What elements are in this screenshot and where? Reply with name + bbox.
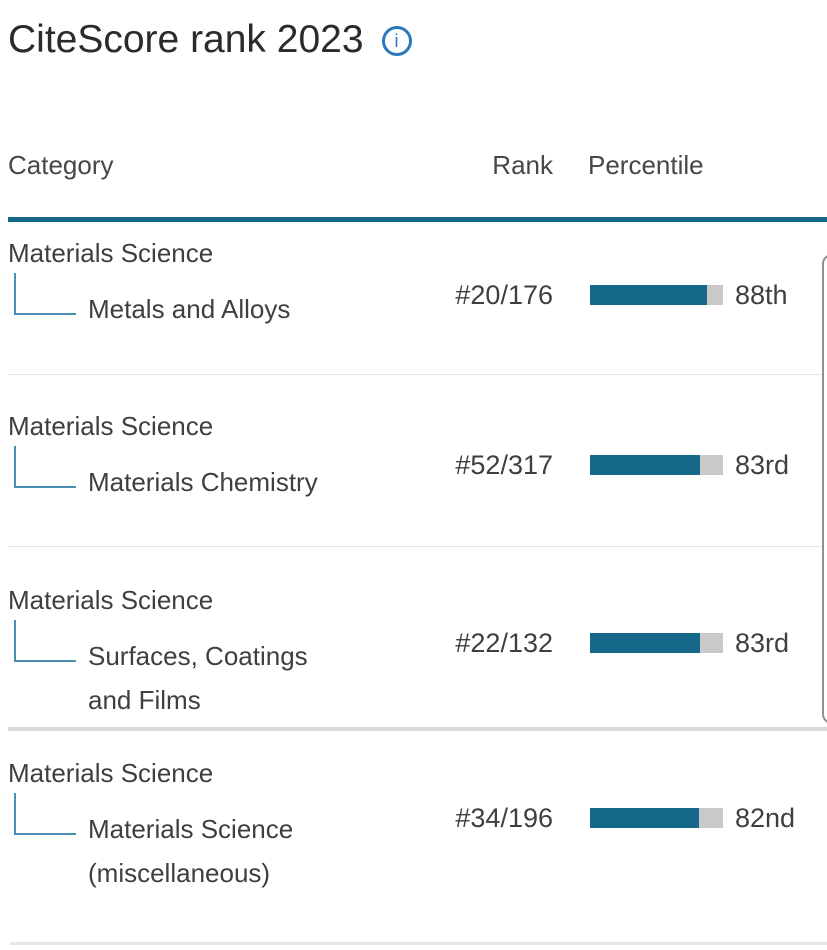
table-header: Category Rank Percentile	[8, 150, 827, 181]
parent-category-label: Materials Science	[8, 758, 214, 788]
rank-table-body: Materials Science Metals and Alloys #20/…	[8, 222, 827, 942]
metrics-cell: #34/196 82nd	[438, 803, 795, 833]
column-header-percentile: Percentile	[588, 150, 704, 180]
tree-connector-icon	[14, 793, 76, 835]
rank-value: #22/132	[455, 627, 553, 658]
subcategory-label: Materials Science (miscellaneous)	[88, 814, 294, 888]
tree-connector-icon	[14, 273, 76, 315]
info-icon[interactable]: i	[381, 26, 412, 56]
metrics-cell: #52/317 83rd	[438, 450, 789, 480]
offscreen-panel-edge	[822, 254, 827, 724]
percentile-bar-fill	[590, 633, 701, 653]
bottom-divider	[10, 942, 827, 945]
category-cell: Materials Science Materials Science (mis…	[8, 731, 438, 942]
table-row: Materials Science Materials Chemistry #5…	[8, 375, 827, 547]
percentile-bar-fill	[590, 455, 701, 475]
percentile-bar-fill	[590, 285, 708, 305]
table-row: Materials Science Surfaces, Coatings and…	[8, 547, 827, 731]
percentile-bar-track	[590, 808, 723, 828]
parent-category-label: Materials Science	[8, 238, 214, 268]
metrics-cell: #20/176 88th	[438, 279, 788, 310]
info-icon-glyph: i	[394, 31, 399, 51]
percentile-value: 88th	[735, 279, 788, 310]
category-cell: Materials Science Materials Chemistry	[8, 375, 438, 546]
page-title: CiteScore rank 2023	[8, 18, 364, 61]
subcategory-label: Surfaces, Coatings and Films	[88, 641, 308, 715]
percentile-bar-track	[590, 633, 723, 653]
tree-connector-icon	[14, 620, 76, 662]
percentile-bar-track	[590, 455, 723, 475]
tree-connector-icon	[14, 446, 76, 488]
rank-value: #20/176	[455, 279, 553, 310]
rank-value: #52/317	[455, 449, 553, 480]
column-header-rank: Rank	[492, 150, 553, 180]
section-title-row: CiteScore rank 2023 i	[8, 14, 827, 66]
parent-category-label: Materials Science	[8, 585, 214, 615]
parent-category-label: Materials Science	[8, 411, 214, 441]
category-cell: Materials Science Surfaces, Coatings and…	[8, 547, 438, 727]
percentile-value: 83rd	[735, 627, 790, 658]
percentile-bar-track	[590, 285, 723, 305]
header-accent-rule	[8, 217, 827, 222]
column-header-category: Category	[8, 150, 114, 180]
table-row: Materials Science Metals and Alloys #20/…	[8, 222, 827, 375]
percentile-value: 83rd	[735, 449, 790, 480]
category-cell: Materials Science Metals and Alloys	[8, 222, 438, 374]
subcategory-label: Metals and Alloys	[88, 294, 291, 324]
rank-value: #34/196	[455, 802, 553, 833]
metrics-cell: #22/132 83rd	[438, 628, 789, 658]
subcategory-label: Materials Chemistry	[88, 467, 318, 497]
table-row: Materials Science Materials Science (mis…	[8, 731, 827, 942]
percentile-value: 82nd	[735, 802, 796, 833]
percentile-bar-fill	[590, 808, 700, 828]
